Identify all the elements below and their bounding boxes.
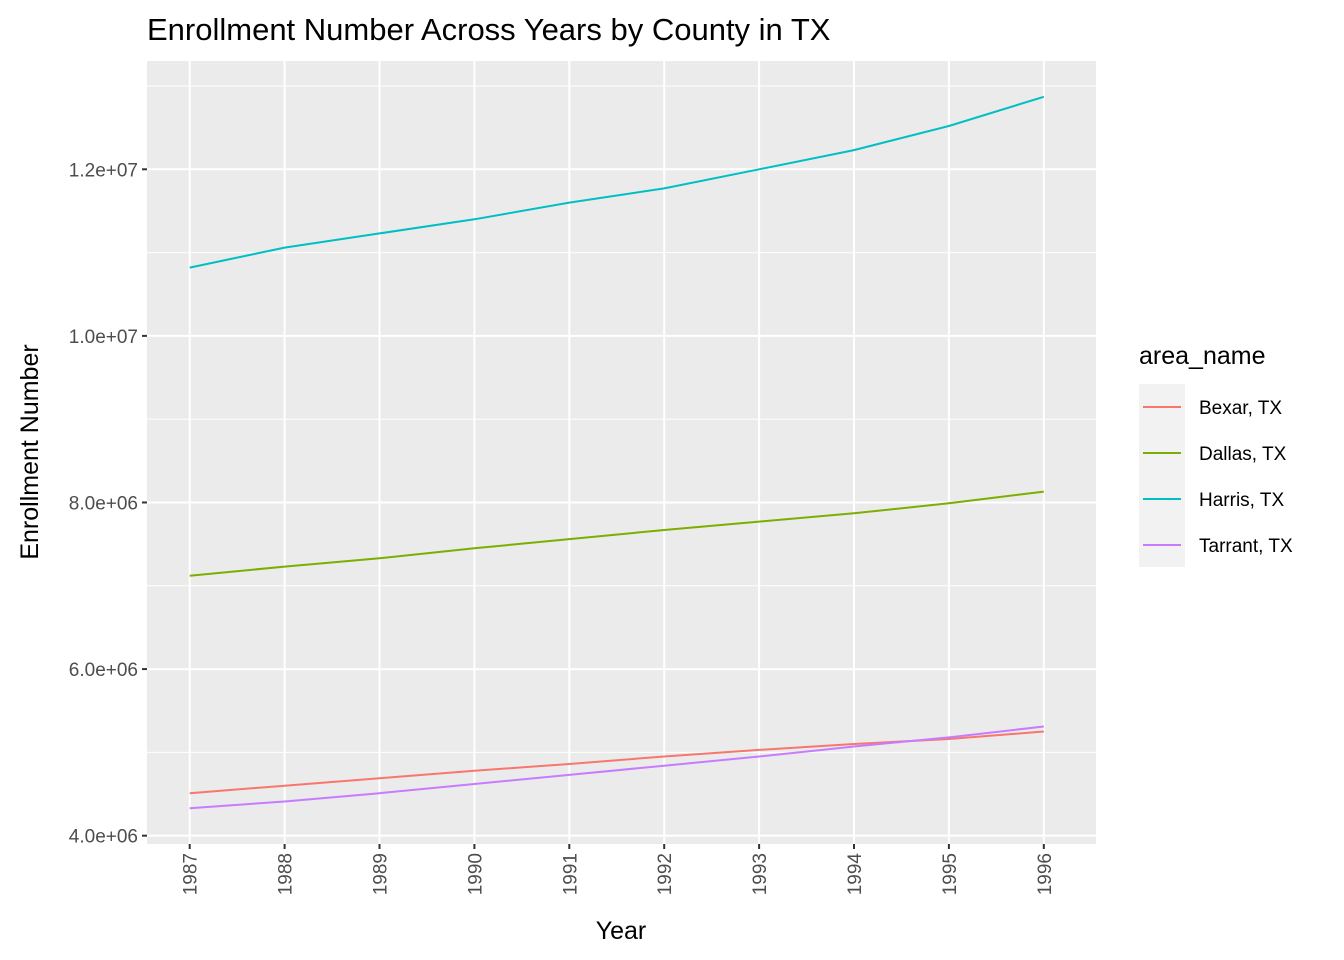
y-axis: 4.0e+06 6.0e+06 8.0e+06 1.0e+07 1.2e+07	[69, 160, 147, 848]
x-tick-label: 1994	[845, 853, 866, 896]
x-tick-label: 1992	[655, 853, 676, 895]
x-tick-label: 1987	[181, 853, 202, 895]
series-lines	[189, 95, 1045, 810]
series-line-harris-tx	[189, 95, 1045, 269]
legend-label: Dallas, TX	[1199, 444, 1287, 465]
legend-label: Harris, TX	[1199, 490, 1284, 511]
legend-title: area_name	[1139, 342, 1265, 370]
plot-panel	[147, 61, 1096, 844]
legend-key-background	[1139, 384, 1185, 567]
legend-label: Tarrant, TX	[1199, 536, 1293, 557]
major-gridlines	[147, 61, 1096, 844]
legend-label: Bexar, TX	[1199, 398, 1282, 419]
legend: area_name Bexar, TX Dallas, TX Harris, TX T…	[1139, 342, 1293, 567]
y-tick-label: 6.0e+06	[69, 660, 138, 681]
x-tick-label: 1991	[560, 853, 581, 895]
y-axis-title: Enrollment Number	[16, 344, 44, 559]
x-tick-label: 1988	[276, 853, 297, 895]
y-tick-label: 8.0e+06	[69, 493, 138, 514]
x-axis: 1987 1988 1989 1990 1991 1992 1993 1994 1995 1996	[181, 844, 1056, 895]
series-line-dallas-tx	[189, 490, 1044, 577]
series-line-tarrant-tx	[189, 725, 1044, 810]
legend-items: Bexar, TX Dallas, TX Harris, TX Tarrant, TX	[1143, 398, 1293, 557]
x-tick-label: 1989	[371, 853, 392, 895]
x-tick-label: 1990	[465, 853, 486, 895]
y-tick-label: 4.0e+06	[69, 827, 138, 848]
x-tick-label: 1993	[750, 853, 771, 895]
x-tick-label: 1996	[1035, 853, 1056, 895]
y-tick-label: 1.0e+07	[69, 327, 138, 348]
chart-title: Enrollment Number Across Years by County…	[147, 12, 831, 47]
x-tick-label: 1995	[940, 853, 961, 895]
x-axis-title: Year	[596, 917, 647, 945]
minor-gridlines	[147, 85, 1096, 753]
y-tick-label: 1.2e+07	[69, 160, 138, 181]
